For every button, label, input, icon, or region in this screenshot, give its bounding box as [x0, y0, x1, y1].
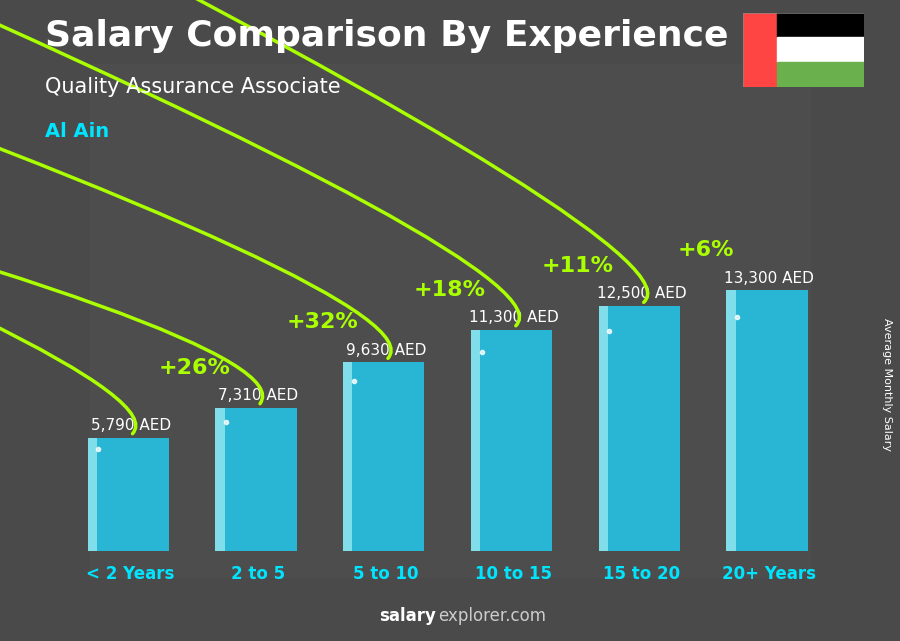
Bar [87, 438, 97, 551]
Bar [598, 306, 608, 551]
Text: salary: salary [380, 607, 436, 625]
Text: +11%: +11% [542, 256, 614, 276]
Bar [347, 362, 425, 551]
Bar [475, 329, 553, 551]
Text: Quality Assurance Associate: Quality Assurance Associate [45, 77, 340, 97]
Bar [777, 13, 864, 37]
Text: +26%: +26% [158, 358, 230, 378]
Bar [220, 408, 297, 551]
Bar [215, 408, 225, 551]
Text: +18%: +18% [414, 279, 486, 300]
Text: explorer.com: explorer.com [438, 607, 546, 625]
Bar [777, 37, 864, 62]
Bar [603, 306, 680, 551]
Bar [731, 290, 807, 551]
Bar [777, 62, 864, 87]
Text: Average Monthly Salary: Average Monthly Salary [881, 318, 892, 451]
Bar [93, 438, 169, 551]
Text: 11,300 AED: 11,300 AED [469, 310, 559, 325]
Text: +32%: +32% [286, 312, 358, 333]
Bar [90, 64, 810, 577]
Text: Salary Comparison By Experience: Salary Comparison By Experience [45, 19, 728, 53]
Text: 5,790 AED: 5,790 AED [91, 418, 171, 433]
Bar [742, 13, 777, 87]
Text: 7,310 AED: 7,310 AED [219, 388, 299, 403]
Bar [471, 329, 480, 551]
Text: +6%: +6% [677, 240, 733, 260]
Bar [343, 362, 353, 551]
Text: 9,630 AED: 9,630 AED [346, 342, 427, 358]
Bar [726, 290, 735, 551]
Text: 12,500 AED: 12,500 AED [597, 287, 687, 301]
Text: 13,300 AED: 13,300 AED [724, 271, 814, 286]
Text: Al Ain: Al Ain [45, 122, 109, 141]
